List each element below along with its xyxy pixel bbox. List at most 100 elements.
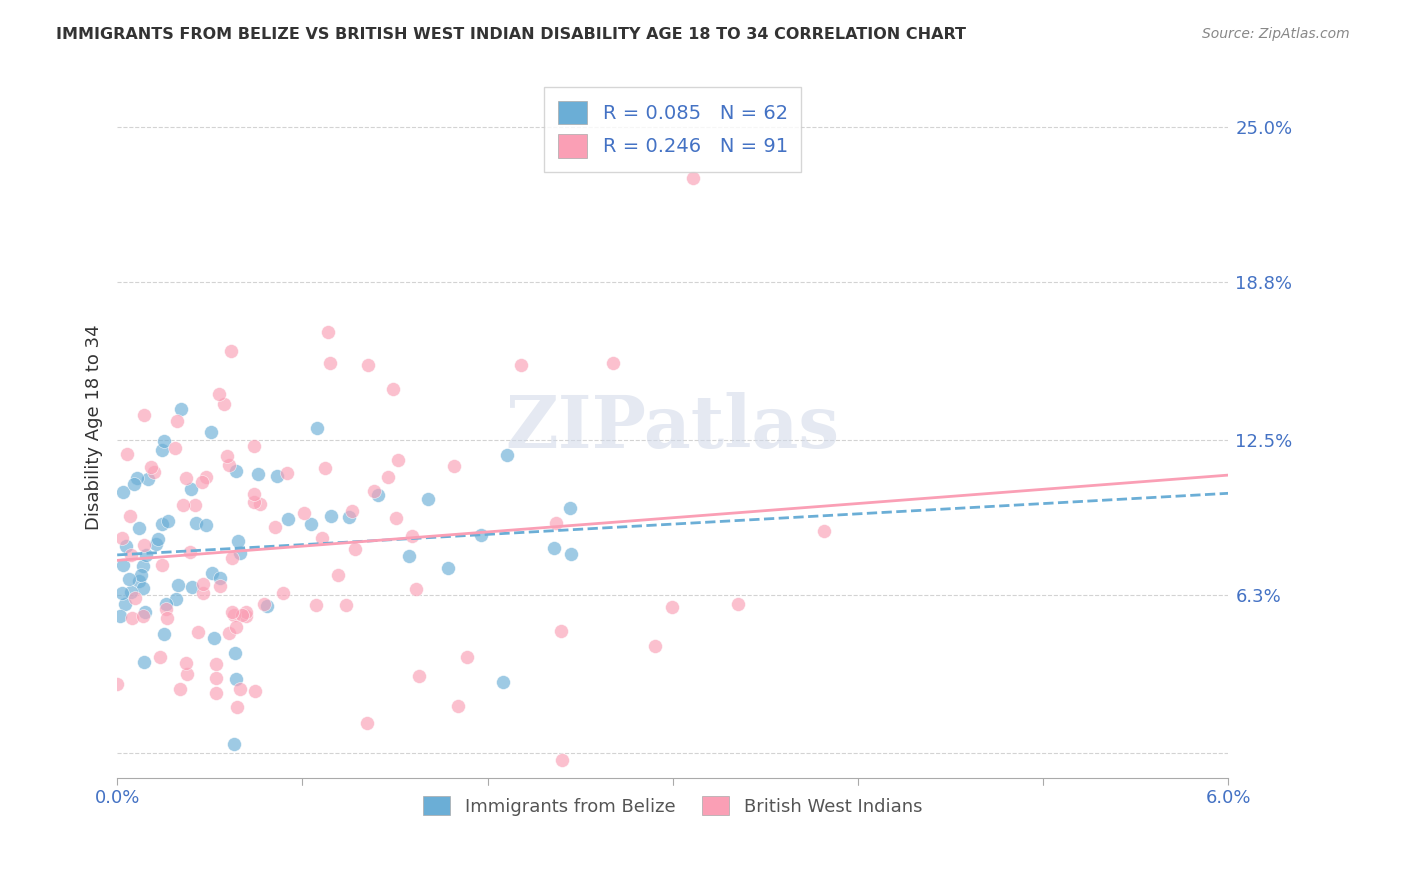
Point — [118, 572, 141, 586]
Point — [184, 516, 207, 530]
Point — [405, 582, 427, 596]
Point — [132, 655, 155, 669]
Point — [243, 495, 266, 509]
Point — [273, 585, 295, 599]
Point — [224, 647, 246, 661]
Point — [221, 605, 243, 619]
Point — [314, 461, 336, 475]
Point — [136, 472, 159, 486]
Point — [558, 501, 581, 516]
Point — [156, 611, 179, 625]
Text: ZIPatlas: ZIPatlas — [506, 392, 839, 463]
Point — [243, 487, 266, 501]
Point — [120, 548, 142, 562]
Point — [120, 584, 142, 599]
Point — [277, 512, 299, 526]
Point — [143, 465, 166, 479]
Point — [153, 434, 176, 448]
Point — [155, 602, 177, 616]
Point — [205, 657, 228, 671]
Point — [385, 511, 408, 525]
Point — [266, 469, 288, 483]
Text: IMMIGRANTS FROM BELIZE VS BRITISH WEST INDIAN DISABILITY AGE 18 TO 34 CORRELATIO: IMMIGRANTS FROM BELIZE VS BRITISH WEST I… — [56, 27, 966, 42]
Point — [229, 682, 252, 697]
Point — [235, 609, 257, 624]
Point — [132, 538, 155, 552]
Point — [436, 561, 458, 575]
Point — [247, 467, 270, 481]
Point — [132, 581, 155, 595]
Point — [470, 527, 492, 541]
Point — [661, 599, 683, 614]
Point — [356, 715, 378, 730]
Point — [200, 425, 222, 439]
Point — [299, 517, 322, 532]
Point — [226, 699, 249, 714]
Point — [344, 542, 367, 557]
Point — [202, 631, 225, 645]
Point — [208, 571, 231, 585]
Point — [560, 547, 582, 561]
Point — [153, 627, 176, 641]
Point — [184, 498, 207, 512]
Point — [382, 382, 405, 396]
Point — [550, 624, 572, 639]
Point — [187, 625, 209, 640]
Point — [544, 516, 567, 530]
Point — [117, 447, 139, 461]
Point — [128, 574, 150, 589]
Point — [231, 607, 253, 622]
Point — [682, 171, 704, 186]
Point — [205, 671, 228, 685]
Point — [292, 506, 315, 520]
Point — [256, 599, 278, 614]
Point — [225, 463, 247, 477]
Point — [217, 449, 239, 463]
Point — [321, 508, 343, 523]
Point — [387, 452, 409, 467]
Point — [139, 459, 162, 474]
Point — [205, 686, 228, 700]
Point — [496, 448, 519, 462]
Point — [179, 545, 201, 559]
Point — [155, 597, 177, 611]
Point — [305, 421, 328, 435]
Point — [167, 578, 190, 592]
Point — [218, 458, 240, 472]
Point — [319, 356, 342, 370]
Point — [170, 402, 193, 417]
Point — [447, 698, 470, 713]
Point — [377, 470, 399, 484]
Point — [174, 471, 197, 485]
Point — [243, 684, 266, 698]
Point — [124, 591, 146, 606]
Point — [150, 442, 173, 457]
Point — [456, 650, 478, 665]
Point — [134, 408, 156, 422]
Point — [253, 597, 276, 611]
Point — [401, 529, 423, 543]
Point — [221, 551, 243, 566]
Point — [149, 649, 172, 664]
Point — [174, 656, 197, 670]
Point — [176, 667, 198, 681]
Point — [190, 475, 212, 489]
Point — [228, 533, 250, 548]
Point — [195, 470, 218, 484]
Point — [543, 541, 565, 555]
Point — [229, 546, 252, 560]
Point — [150, 517, 173, 532]
Legend: Immigrants from Belize, British West Indians: Immigrants from Belize, British West Ind… — [415, 787, 931, 824]
Point — [551, 752, 574, 766]
Point — [418, 492, 440, 507]
Point — [201, 566, 224, 581]
Point — [193, 586, 215, 600]
Point — [222, 607, 245, 622]
Point — [342, 503, 364, 517]
Point — [276, 466, 298, 480]
Point — [363, 484, 385, 499]
Point — [644, 640, 666, 654]
Point — [131, 567, 153, 582]
Point — [492, 675, 515, 690]
Point — [112, 558, 135, 573]
